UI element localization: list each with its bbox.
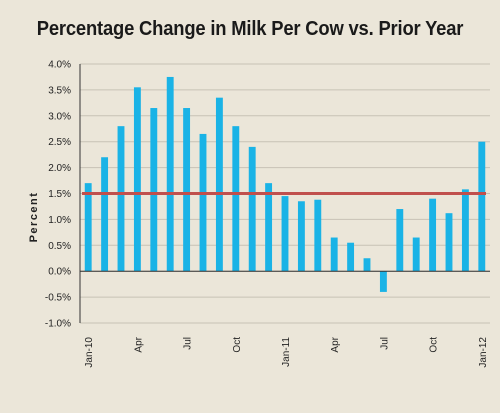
bar xyxy=(445,213,453,272)
x-tick-label: Jan-10 xyxy=(84,337,95,368)
y-tick-label: -1.0% xyxy=(45,319,71,330)
bar xyxy=(133,87,141,272)
y-tick-label: 1.5% xyxy=(48,189,71,200)
y-axis-label: Percent xyxy=(28,192,40,243)
bar xyxy=(429,198,437,272)
bar xyxy=(347,242,355,272)
bar xyxy=(248,146,256,272)
bar xyxy=(461,189,469,272)
bar xyxy=(199,133,207,272)
bar xyxy=(314,199,322,272)
y-tick-label: -0.5% xyxy=(45,293,71,304)
axes xyxy=(79,64,490,323)
bar xyxy=(265,183,273,272)
bar xyxy=(101,157,109,272)
x-tick-label: Oct xyxy=(232,337,243,353)
x-tick-label: Oct xyxy=(429,337,440,353)
bar xyxy=(117,126,125,272)
bar xyxy=(215,97,223,272)
bar xyxy=(150,108,158,272)
x-tick-label: Jul xyxy=(379,337,390,350)
y-tick-label: 4.0% xyxy=(48,60,71,71)
bar xyxy=(281,196,289,272)
bar xyxy=(379,271,387,292)
x-tick-label: Jan-11 xyxy=(281,337,292,367)
x-tick-label: Apr xyxy=(133,336,144,352)
x-tick-label: Jul xyxy=(183,337,194,350)
bar-series xyxy=(84,76,486,292)
y-tick-label: 1.0% xyxy=(48,215,71,226)
bar xyxy=(183,108,191,272)
chart-title: Percentage Change in Milk Per Cow vs. Pr… xyxy=(36,18,464,40)
x-tick-label: Apr xyxy=(330,336,341,352)
bar xyxy=(478,141,486,272)
y-tick-label: 3.5% xyxy=(48,85,71,96)
y-tick-label: 2.0% xyxy=(48,163,71,174)
bar xyxy=(330,237,338,272)
bar xyxy=(396,209,404,272)
x-tick-label: Jan-12 xyxy=(478,337,489,368)
bar xyxy=(166,76,174,272)
bar xyxy=(412,237,420,272)
bar xyxy=(232,126,240,272)
bar xyxy=(363,258,371,272)
y-tick-label: 2.5% xyxy=(48,137,71,148)
bar xyxy=(297,201,305,272)
tick-labels: 4.0% 3.5% 3.0% 2.5% 2.0% 1.5% 1.0% 0.5% 0.0% -0.5… xyxy=(45,60,489,368)
y-tick-label: 0.0% xyxy=(48,267,71,278)
y-tick-label: 3.0% xyxy=(48,111,71,122)
y-tick-label: 0.5% xyxy=(48,241,71,252)
bar xyxy=(84,183,92,272)
